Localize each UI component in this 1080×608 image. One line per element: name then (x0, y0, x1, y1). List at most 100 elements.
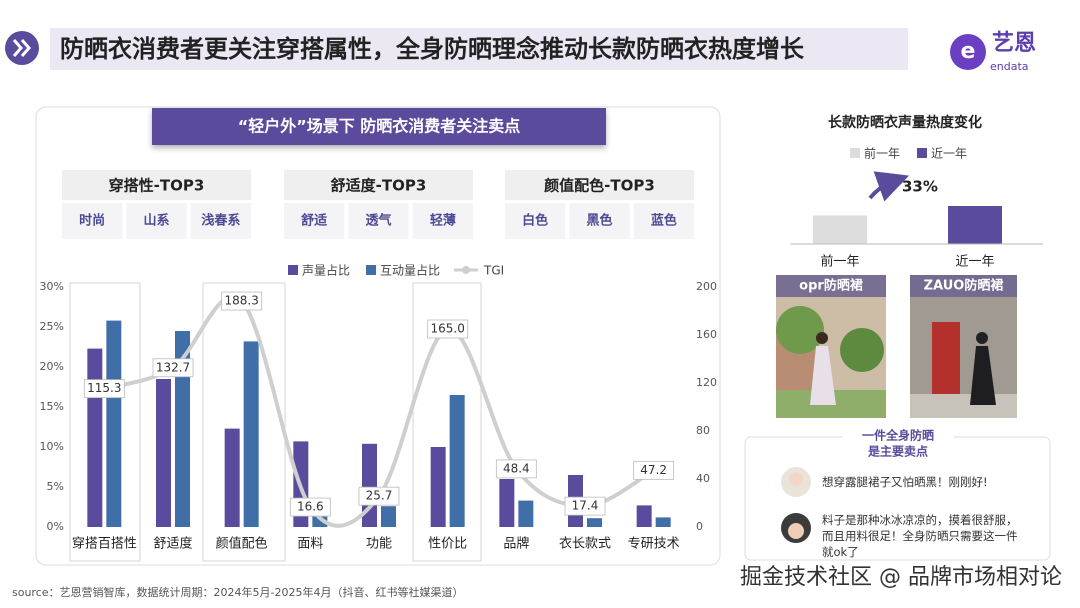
product-label: opr防晒裙 (799, 278, 863, 294)
header-icon-arrows (12, 39, 31, 57)
legend-swatch (850, 148, 860, 158)
group-title: 舒适度-TOP3 (331, 177, 427, 195)
annotation: 33% (902, 178, 938, 196)
bar (655, 517, 671, 527)
product-label-band (776, 275, 886, 297)
tgi-label: 17.4 (572, 499, 599, 513)
group-header (505, 170, 694, 200)
bar (636, 505, 652, 527)
product-photo (776, 275, 886, 418)
bar (587, 518, 602, 527)
y-tick-label: 20% (40, 360, 64, 373)
legend-label: 前一年 (864, 146, 900, 161)
tgi-label: 165.0 (430, 322, 464, 336)
bar (381, 506, 396, 527)
y2-tick-label: 120 (696, 376, 717, 389)
banner (152, 108, 606, 145)
svg-text:e: e (961, 39, 976, 64)
group-header (284, 170, 473, 200)
legend-swatch (366, 265, 377, 275)
y2-tick-label: 0 (696, 520, 703, 533)
group-item-box (190, 203, 251, 239)
watermark: 掘金技术社区 @ 品牌市场相对论 (740, 565, 1062, 590)
x-tick-label: 近一年 (955, 255, 994, 270)
legend-label: 声量占比 (302, 263, 350, 278)
x-tick-label: 面料 (297, 537, 323, 552)
group-item-box (348, 203, 409, 239)
tgi-label-box (495, 459, 537, 479)
group-item-box (284, 203, 345, 239)
y2-tick-label: 80 (696, 424, 710, 437)
bar (499, 479, 515, 527)
group-item: 浅春系 (201, 213, 240, 229)
y-tick-label: 25% (40, 320, 64, 333)
logo-text: 艺恩 (992, 30, 1036, 56)
tgi-label-box (152, 358, 194, 378)
group-item-box (62, 203, 123, 239)
tgi-label-box (221, 291, 263, 311)
legend-label: TGI (483, 264, 504, 278)
bar (175, 331, 190, 527)
title-band (50, 28, 908, 70)
bar (813, 215, 867, 244)
tgi-label: 16.6 (297, 500, 324, 514)
annotation-arrow (868, 171, 910, 202)
y-tick-label: 5% (47, 480, 64, 493)
x-tick-label: 舒适度 (153, 536, 192, 552)
bar (224, 428, 240, 527)
highlight-box (202, 282, 286, 562)
y-tick-label: 30% (40, 280, 64, 293)
group-item: 轻薄 (430, 213, 456, 229)
page-title: 防晒衣消费者更关注穿搭属性，全身防晒理念推动长款防晒衣热度增长 (60, 35, 805, 63)
tgi-label: 115.3 (87, 381, 121, 395)
group-title: 颜值配色-TOP3 (544, 177, 655, 195)
group-item-box (633, 203, 694, 239)
chart-title: 长款防晒衣声量热度变化 (828, 114, 982, 131)
bar (449, 395, 465, 527)
group-item: 山系 (143, 213, 169, 229)
legend-label: 近一年 (931, 147, 967, 161)
group-item: 蓝色 (651, 213, 677, 229)
banner-text: “轻户外”场景下 防晒衣消费者关注卖点 (238, 117, 521, 136)
y-tick-label: 0% (47, 520, 64, 533)
tgi-label-box (289, 497, 331, 517)
x-tick-label: 穿搭百搭性 (72, 536, 137, 552)
legend-label: 互动量占比 (380, 263, 440, 278)
y2-tick-label: 200 (696, 280, 717, 293)
bar (156, 379, 171, 527)
tgi-label: 188.3 (224, 294, 258, 308)
comment: 想穿露腿裙子又怕晒黑！刚刚好! (822, 475, 988, 489)
product-label-band (910, 275, 1017, 297)
legend-swatch (288, 265, 298, 275)
x-tick-label: 专研技术 (628, 537, 680, 552)
tgi-label-box (83, 379, 125, 399)
bar (87, 348, 103, 527)
y-tick-label: 10% (40, 440, 64, 453)
callout-line: 一件全身防晒 (862, 428, 934, 443)
source-note: source：艺恩营销智库，数据统计周期：2024年5月-2025年4月（抖音、… (12, 585, 463, 599)
x-tick-label: 衣长款式 (559, 536, 611, 552)
group-item: 黑色 (586, 213, 612, 229)
tgi-label: 132.7 (156, 360, 190, 374)
product-label: ZAUO防晒裙 (924, 278, 1004, 294)
highlight-box (69, 282, 141, 562)
tgi-label: 47.2 (640, 463, 667, 477)
group-item: 白色 (522, 213, 548, 229)
tgi-label-box (427, 319, 469, 339)
tgi-label: 48.4 (503, 461, 530, 475)
callout-line: 是主要卖点 (867, 444, 928, 459)
y2-tick-label: 40 (696, 472, 710, 485)
legend-swatch (917, 148, 927, 158)
group-header (62, 170, 251, 200)
group-title: 穿搭性-TOP3 (109, 177, 205, 195)
legend-swatch (462, 266, 471, 274)
x-tick-label: 性价比 (428, 537, 467, 552)
bar (430, 447, 446, 527)
tgi-label: 25.7 (366, 489, 393, 503)
bar (243, 341, 259, 527)
group-item-box (126, 203, 187, 239)
group-item: 透气 (365, 213, 391, 229)
tgi-label-box (564, 496, 606, 516)
highlight-box (412, 282, 482, 562)
group-item: 舒适 (301, 213, 327, 229)
